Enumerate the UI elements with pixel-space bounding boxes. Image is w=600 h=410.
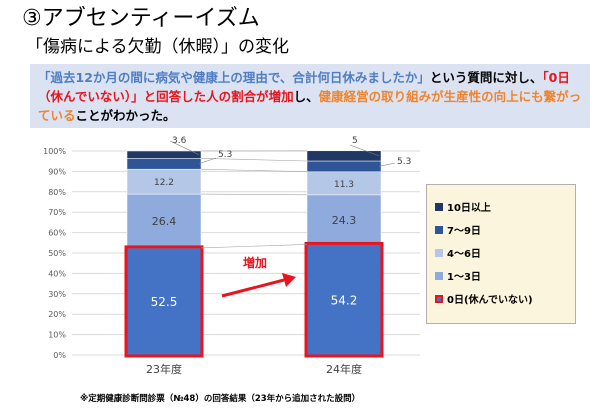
data-label: 54.2 [331, 293, 358, 307]
y-tick-label: 50% [48, 249, 66, 258]
legend-item-0days: 0日(休んでいない) [435, 287, 575, 310]
bar-segment [306, 160, 382, 173]
x-tick-label: 24年度 [326, 362, 362, 376]
x-tick-label: 23年度 [146, 362, 182, 376]
bar-segment [306, 194, 382, 245]
legend-label: 7〜9日 [447, 226, 481, 237]
data-label: 12.2 [154, 178, 174, 188]
legend-item-1-3: 1〜3日 [435, 264, 575, 287]
data-label: 26.4 [152, 215, 177, 228]
conclusion-text: 健康経営の取り組みが生産性の向上にも繋がっている [38, 89, 582, 123]
increase-arrow [221, 278, 285, 298]
question-box: 「過去12か月の間に病気や健康上の理由で、合計何日休みましたか」という質問に対し… [30, 64, 590, 128]
y-tick-label: 30% [48, 290, 66, 299]
callout-line [169, 140, 200, 155]
legend-swatch [435, 225, 443, 234]
y-tick-label: 40% [48, 269, 66, 278]
data-label: 5 [352, 136, 358, 146]
connector-line [200, 158, 308, 162]
callout-line [378, 162, 396, 167]
bar-segment [306, 150, 382, 162]
data-label: 24.3 [332, 214, 357, 227]
y-tick-label: 90% [48, 167, 66, 176]
y-tick-label: 80% [48, 188, 66, 197]
data-label: 3.6 [172, 136, 187, 146]
page-title: ③アブセンティーイズム [22, 6, 260, 31]
legend-label: 4〜6日 [447, 249, 481, 260]
bar-segment [306, 244, 382, 356]
question-connector-2: し、 [293, 89, 319, 104]
data-label: 52.5 [151, 295, 178, 309]
legend-swatch [435, 271, 443, 280]
y-tick-label: 20% [48, 310, 66, 319]
highlight-frame [304, 241, 384, 358]
y-tick-label: 70% [48, 208, 66, 217]
question-text: 「過去12か月の間に病気や健康上の理由で、合計何日休みましたか」 [38, 70, 430, 85]
question-ending: ことがわかった。 [75, 108, 176, 123]
callout-line [198, 157, 217, 165]
chart-legend: 10日以上 7〜9日 4〜6日 1〜3日 0日(休んでいない) [426, 184, 576, 324]
highlight-finding: 「0日（休んでいない）」と回答した人の割合が増加 [38, 70, 570, 104]
y-tick-label: 10% [48, 331, 66, 340]
arrow-head [282, 273, 296, 287]
legend-label: 10日以上 [447, 203, 491, 214]
data-label: 11.3 [334, 180, 354, 190]
legend-item-4-6: 4〜6日 [435, 241, 575, 264]
bar-segment [126, 150, 202, 159]
legend-swatch [435, 202, 443, 211]
page-subtitle: 「傷病による欠勤（休暇）」の変化 [26, 37, 289, 57]
highlight-frame [124, 245, 204, 358]
bar-segment [126, 158, 202, 170]
legend-label: 0日(休んでいない) [447, 295, 533, 306]
data-label: 5.3 [397, 157, 411, 167]
bar-segment [126, 168, 202, 195]
legend-swatch [435, 294, 443, 303]
bar-segment [126, 193, 202, 249]
footnote: ※定期健康診断問診票（№48）の回答結果（23年から追加された設問） [80, 394, 361, 404]
legend-item-7-9: 7〜9日 [435, 218, 575, 241]
connector-line [200, 193, 308, 196]
y-tick-label: 0% [53, 351, 66, 360]
annotation-label: 増加 [243, 255, 267, 270]
legend-item-10plus: 10日以上 [435, 195, 575, 218]
connector-line [200, 168, 308, 173]
data-label: 5.3 [218, 150, 232, 160]
question-connector: という質問に対し、 [429, 70, 543, 85]
y-tick-label: 100% [43, 147, 66, 156]
callout-line [349, 144, 380, 157]
y-tick-label: 60% [48, 229, 66, 238]
legend-swatch [435, 248, 443, 257]
connector-line [200, 244, 308, 249]
legend-label: 1〜3日 [447, 272, 481, 283]
